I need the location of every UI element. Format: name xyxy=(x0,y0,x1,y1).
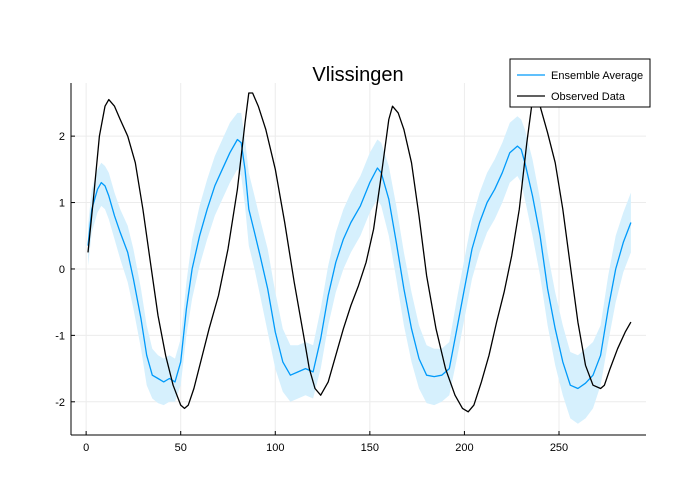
series-line-layer xyxy=(87,92,632,413)
x-tick-label-3: 150 xyxy=(361,442,379,454)
x-tick-label-5: 250 xyxy=(550,442,568,454)
observed-data-line xyxy=(87,92,632,413)
y-tick-label-0: -2 xyxy=(55,397,65,409)
y-tick-label-4: 2 xyxy=(59,131,65,143)
x-tick-labels: 0 50 100 150 200 250 xyxy=(83,442,568,454)
legend-box xyxy=(509,58,651,108)
ensemble-average-line xyxy=(87,138,632,390)
chart-title: Vlissingen xyxy=(312,64,403,86)
axes xyxy=(70,83,646,436)
legend-label-ensemble-average: Ensemble Average xyxy=(551,70,643,82)
ensemble-average-band xyxy=(88,112,631,424)
y-tick-label-3: 1 xyxy=(59,198,65,210)
x-tick-label-1: 50 xyxy=(175,442,187,454)
x-tick-label-2: 100 xyxy=(266,442,284,454)
x-tick-label-4: 200 xyxy=(455,442,473,454)
legend: Ensemble Average Observed Data xyxy=(509,58,651,108)
y-tick-label-2: 0 xyxy=(59,264,65,276)
x-tick-label-0: 0 xyxy=(83,442,89,454)
legend-label-observed-data: Observed Data xyxy=(551,91,626,103)
y-tick-labels: -2 -1 0 1 2 xyxy=(55,131,65,409)
confidence-band-layer xyxy=(88,112,631,424)
y-tick-label-1: -1 xyxy=(55,330,65,342)
